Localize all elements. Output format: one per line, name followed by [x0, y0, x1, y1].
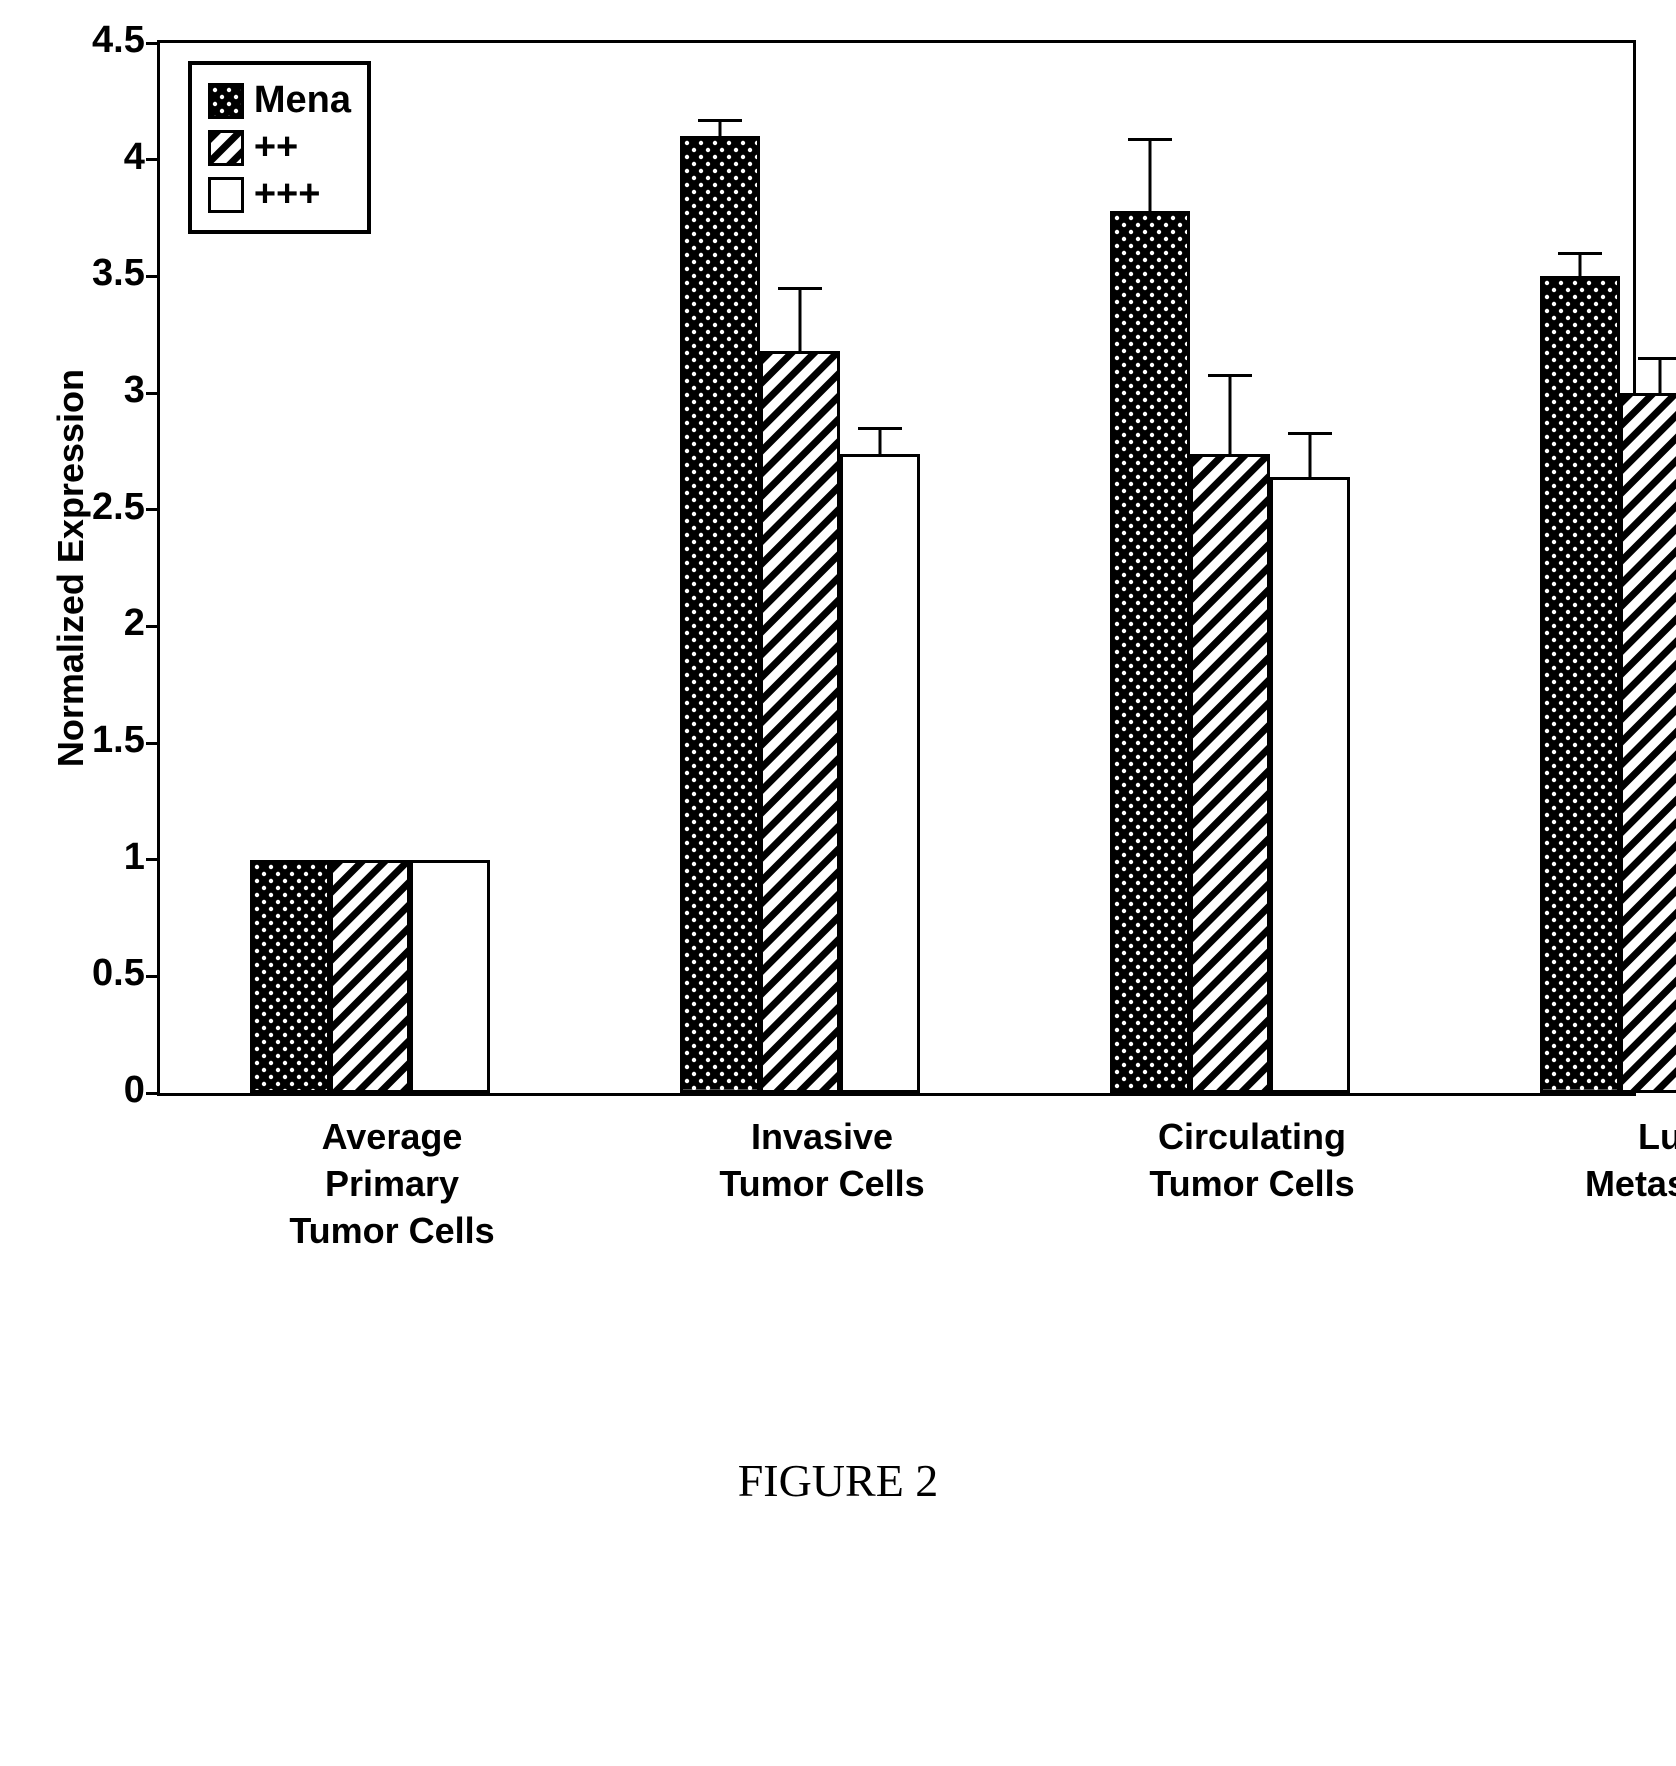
error-bar	[1578, 255, 1581, 276]
legend-item: +++	[208, 173, 351, 216]
bar	[1190, 454, 1270, 1093]
y-tick-mark	[146, 158, 160, 161]
y-axis-label: Normalized Expression	[40, 369, 92, 767]
error-cap	[1558, 252, 1602, 255]
x-axis-labels: Average Primary Tumor Cells Invasive Tumo…	[182, 1114, 1542, 1274]
bar	[840, 454, 920, 1093]
x-axis-label: Invasive Tumor Cells	[719, 1114, 924, 1208]
legend-label: Mena	[254, 79, 351, 122]
x-axis-label: Lung Metastases	[1585, 1114, 1676, 1208]
bar-group	[680, 136, 920, 1093]
bar	[1620, 393, 1676, 1093]
error-cap	[1128, 138, 1172, 141]
bar	[1270, 477, 1350, 1093]
y-tick-mark	[146, 625, 160, 628]
bar-group	[1110, 211, 1350, 1093]
legend-label: +++	[254, 173, 321, 216]
bar-group	[250, 860, 490, 1093]
error-cap	[778, 287, 822, 290]
error-cap	[1208, 374, 1252, 377]
bar	[680, 136, 760, 1093]
bars-layer	[160, 43, 1633, 1093]
error-bar	[718, 122, 721, 136]
error-cap	[858, 427, 902, 430]
error-bar	[1148, 141, 1151, 211]
y-tick-labels: 4.543.532.521.510.50	[92, 40, 157, 1090]
error-cap	[698, 119, 742, 122]
legend-item: ++	[208, 126, 351, 169]
bar	[410, 860, 490, 1093]
x-axis-label: Average Primary Tumor Cells	[289, 1114, 494, 1254]
y-tick-mark	[146, 392, 160, 395]
legend-swatch	[208, 83, 244, 119]
chart-area: Normalized Expression 4.543.532.521.510.…	[40, 40, 1636, 1274]
bar-group	[1540, 276, 1676, 1093]
bar	[330, 860, 410, 1093]
plot-wrapper: Normalized Expression 4.543.532.521.510.…	[40, 40, 1636, 1096]
y-tick-mark	[146, 975, 160, 978]
y-tick-mark	[146, 742, 160, 745]
error-bar	[1228, 377, 1231, 454]
y-tick-mark	[146, 42, 160, 45]
legend: Mena ++ +++	[188, 61, 371, 234]
error-bar	[1308, 435, 1311, 477]
error-bar	[1658, 360, 1661, 393]
bar	[250, 860, 330, 1093]
y-tick-mark	[146, 508, 160, 511]
legend-item: Mena	[208, 79, 351, 122]
y-tick-mark	[146, 275, 160, 278]
error-cap	[1638, 357, 1676, 360]
y-tick-mark	[146, 1092, 160, 1095]
x-axis-label: Circulating Tumor Cells	[1149, 1114, 1354, 1208]
bar	[760, 351, 840, 1093]
error-cap	[1288, 432, 1332, 435]
error-bar	[798, 290, 801, 351]
legend-swatch	[208, 130, 244, 166]
bar	[1540, 276, 1620, 1093]
figure-caption: FIGURE 2	[40, 1454, 1636, 1507]
chart-container: Normalized Expression 4.543.532.521.510.…	[40, 40, 1636, 1507]
legend-label: ++	[254, 126, 298, 169]
legend-swatch	[208, 177, 244, 213]
error-bar	[878, 430, 881, 453]
plot-box: Mena ++ +++	[157, 40, 1636, 1096]
y-tick-mark	[146, 858, 160, 861]
bar	[1110, 211, 1190, 1093]
